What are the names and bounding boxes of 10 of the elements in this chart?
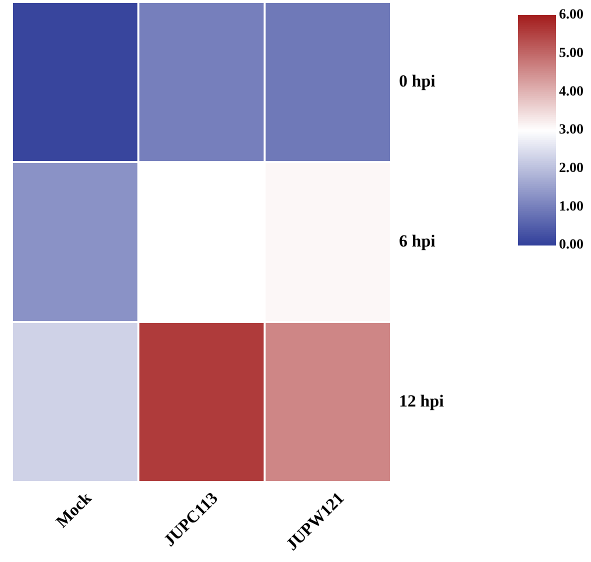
color-bar-label: 5.00: [559, 46, 584, 61]
color-bar-label: 3.00: [559, 122, 584, 138]
color-bar-label: 4.00: [559, 84, 584, 100]
color-bar-label: 6.00: [559, 8, 584, 23]
color-bar-label: 2.00: [559, 160, 584, 176]
y-tick-label: 0 hpi: [399, 71, 436, 90]
y-tick-label: 6 hpi: [399, 231, 436, 250]
color-bar-label: 0.00: [559, 238, 584, 253]
y-tick-label: 12 hpi: [399, 391, 444, 410]
color-bar-label: 1.00: [559, 199, 584, 214]
